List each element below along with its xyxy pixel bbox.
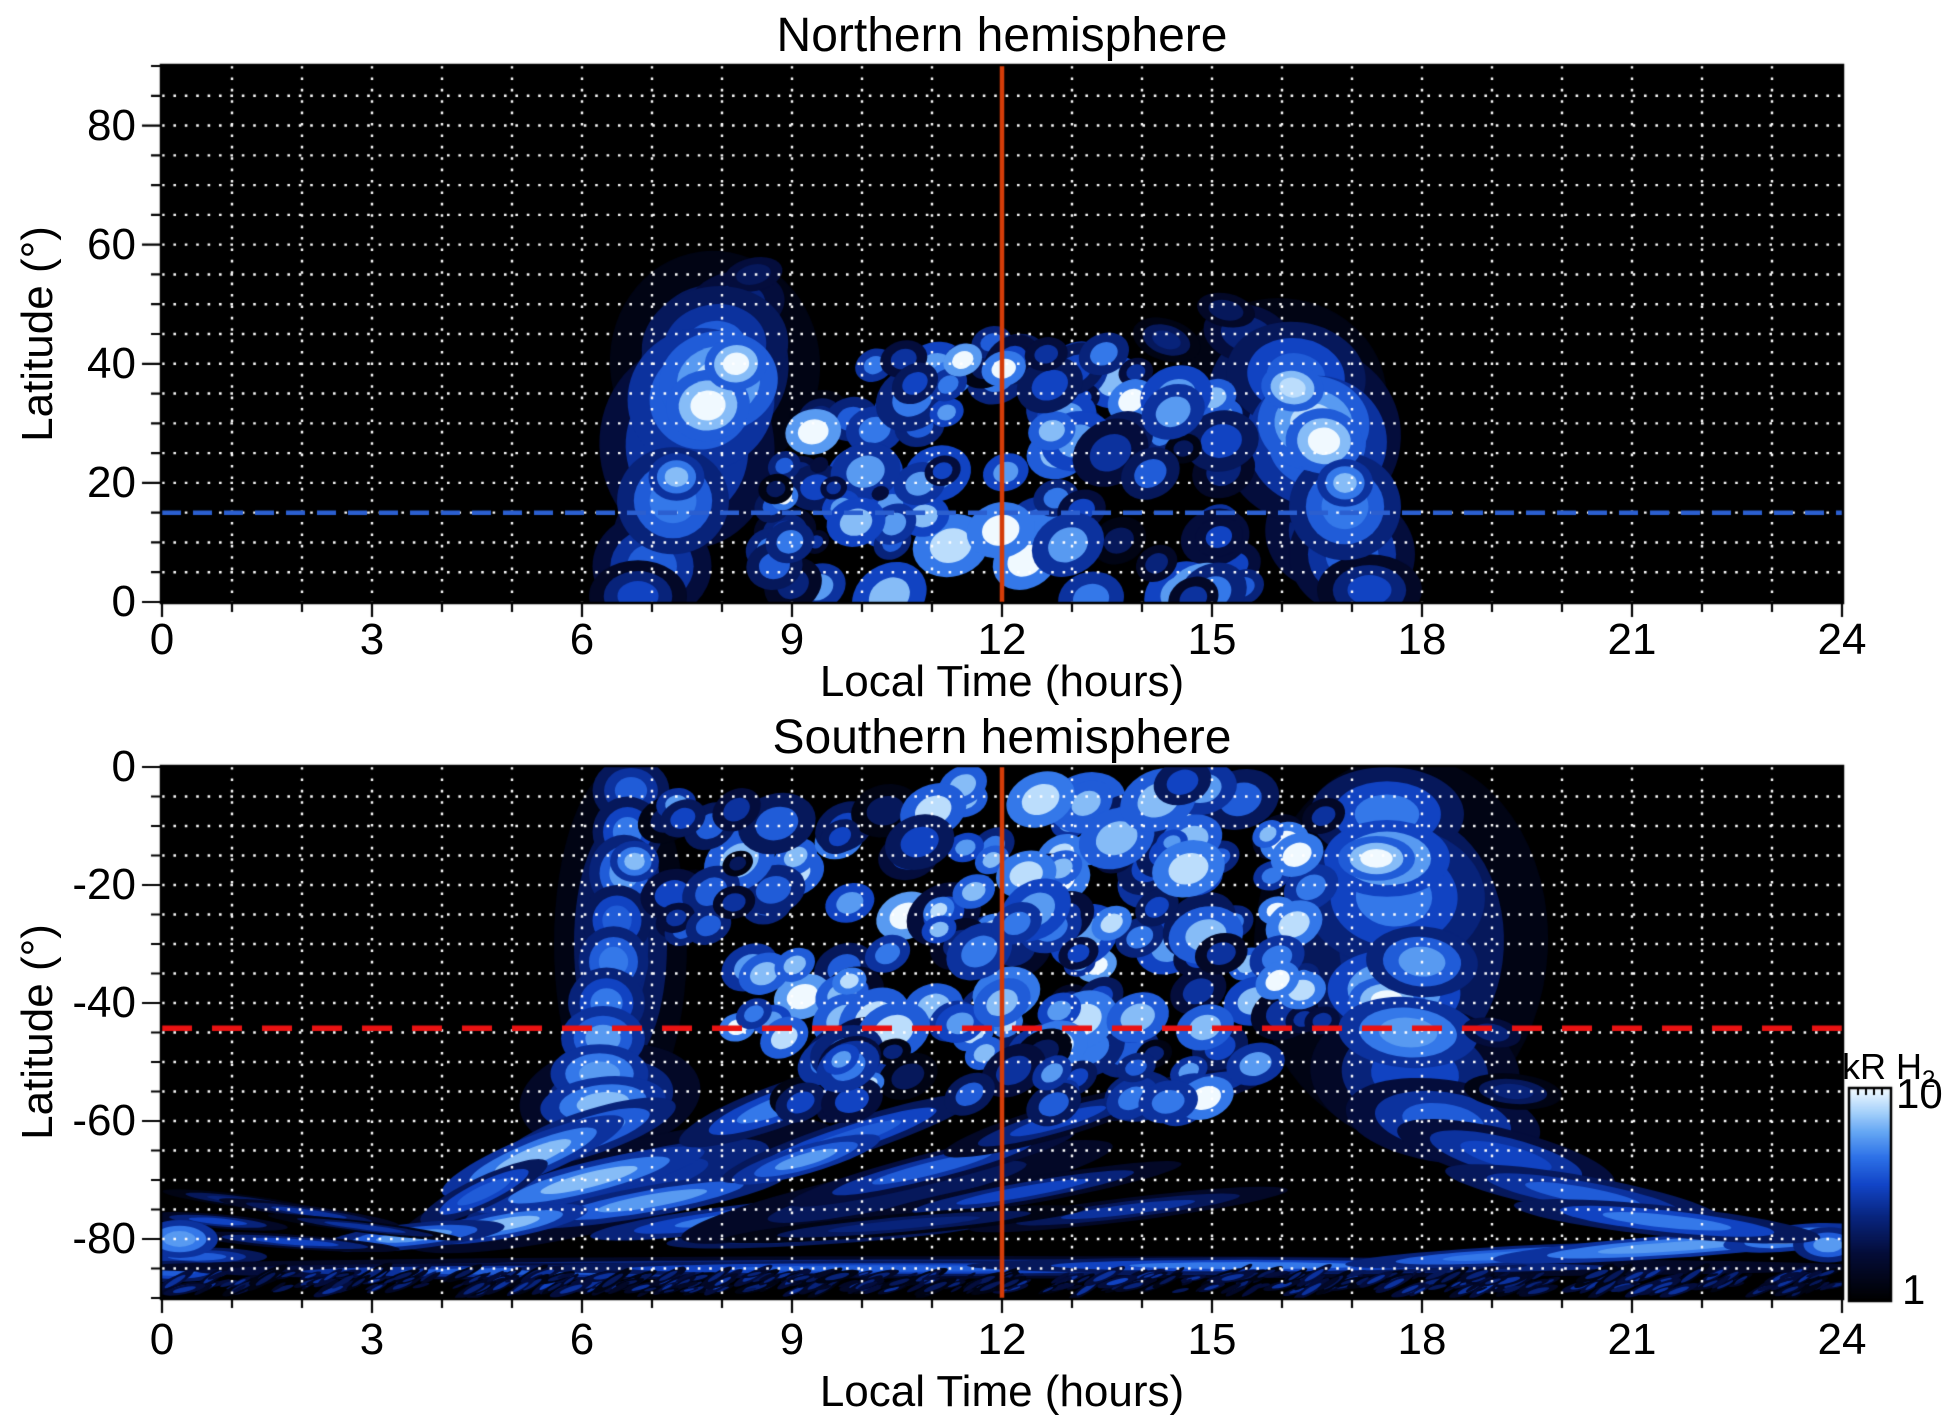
colorbar-min-label: 1 [1902, 1266, 1926, 1313]
x-tick-label: 6 [569, 1315, 595, 1364]
x-tick-label: 15 [1187, 1315, 1237, 1364]
x-tick-label: 3 [359, 615, 385, 664]
x-tick-label: 12 [977, 615, 1027, 664]
x-tick-label: 24 [1817, 1315, 1867, 1364]
x-tick-label: 0 [149, 1315, 175, 1364]
x-tick-label: 0 [149, 615, 175, 664]
y-tick-label: 80 [87, 100, 136, 150]
x-tick-label: 9 [779, 1315, 805, 1364]
y-tick-label: -20 [72, 860, 136, 909]
x-tick-label: 15 [1187, 615, 1237, 664]
x-tick-label: 24 [1817, 615, 1867, 664]
y-tick-label: 40 [87, 338, 136, 388]
x-axis-label-north: Local Time (hours) [819, 657, 1185, 706]
y-tick-label: 0 [111, 742, 136, 791]
y-tick-label: 20 [87, 457, 136, 507]
x-tick-label: 18 [1397, 1315, 1447, 1364]
y-tick-label: -60 [72, 1096, 136, 1145]
y-tick-label: -80 [72, 1214, 136, 1263]
x-tick-label: 21 [1607, 1315, 1657, 1364]
x-axis-label-south: Local Time (hours) [819, 1367, 1185, 1416]
y-tick-label: 0 [111, 577, 136, 626]
x-tick-label: 12 [977, 1315, 1027, 1364]
x-tick-label: 18 [1397, 615, 1447, 664]
colorbar-title-sub: 2 [1922, 1066, 1936, 1094]
y-tick-label: 60 [87, 219, 136, 269]
panel-title-north: Northern hemisphere [776, 9, 1228, 62]
x-tick-label: 9 [779, 615, 805, 664]
x-tick-label: 6 [569, 615, 595, 664]
panel-title-south: Southern hemisphere [772, 711, 1232, 764]
x-tick-label: 21 [1607, 615, 1657, 664]
y-tick-label: -40 [72, 978, 136, 1027]
colorbar-max-label: 10 [1896, 1070, 1943, 1117]
x-tick-label: 3 [359, 1315, 385, 1364]
colorbar-title: kR H2 [1842, 1046, 1935, 1094]
colorbar-title-main: kR H [1842, 1046, 1922, 1087]
